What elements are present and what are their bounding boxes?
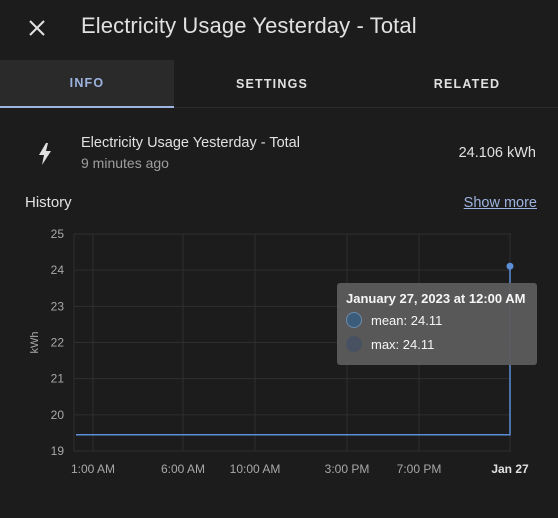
- dialog-header: Electricity Usage Yesterday - Total: [0, 0, 558, 58]
- x-tick-label: 1:00 AM: [71, 462, 115, 476]
- x-tick-label: 10:00 AM: [230, 462, 281, 476]
- tooltip-swatch-max: [346, 336, 362, 352]
- close-button[interactable]: [22, 13, 52, 43]
- lightning-bolt-icon: [39, 143, 51, 165]
- y-axis-label: kWh: [29, 332, 41, 354]
- close-icon: [29, 20, 45, 36]
- x-tick-label: 6:00 AM: [161, 462, 205, 476]
- data-point: [506, 262, 514, 270]
- entity-row[interactable]: Electricity Usage Yesterday - Total 9 mi…: [0, 128, 558, 180]
- y-tick-label: 24: [51, 263, 65, 277]
- tooltip-title: January 27, 2023 at 12:00 AM: [346, 291, 526, 306]
- tooltip-mean-label: mean: 24.11: [371, 312, 443, 328]
- tooltip-swatch-mean: [346, 312, 362, 328]
- y-tick-label: 23: [51, 299, 65, 313]
- tab-bar: INFO SETTINGS RELATED: [0, 60, 558, 108]
- y-tick-label: 20: [51, 408, 65, 422]
- show-more-link[interactable]: Show more: [463, 195, 537, 211]
- entity-state: 24.106 kWh: [458, 145, 536, 161]
- entity-last-changed: 9 minutes ago: [81, 155, 169, 171]
- tooltip-row-mean: mean: 24.11: [346, 310, 442, 330]
- chart-tooltip: January 27, 2023 at 12:00 AM mean: 24.11…: [337, 283, 537, 365]
- history-heading: History: [25, 194, 72, 211]
- y-tick-label: 21: [51, 372, 65, 386]
- tab-related[interactable]: RELATED: [433, 77, 501, 91]
- x-tick-label: 7:00 PM: [397, 462, 442, 476]
- tooltip-row-max: max: 24.11: [346, 334, 434, 354]
- tab-info[interactable]: INFO: [0, 60, 174, 108]
- dialog-title: Electricity Usage Yesterday - Total: [81, 13, 417, 38]
- x-tick-label: 3:00 PM: [325, 462, 370, 476]
- y-tick-label: 22: [51, 336, 65, 350]
- y-tick-label: 19: [51, 444, 65, 458]
- history-chart[interactable]: 25 24 23 22 21 20 19 1:00 AM 6:00 AM 10:00 AM 3:00…: [0, 220, 558, 490]
- y-tick-label: 25: [51, 227, 65, 241]
- tooltip-max-label: max: 24.11: [371, 336, 435, 352]
- x-tick-label: Jan 27: [491, 462, 529, 476]
- tab-settings[interactable]: SETTINGS: [235, 77, 309, 91]
- entity-name: Electricity Usage Yesterday - Total: [81, 135, 300, 151]
